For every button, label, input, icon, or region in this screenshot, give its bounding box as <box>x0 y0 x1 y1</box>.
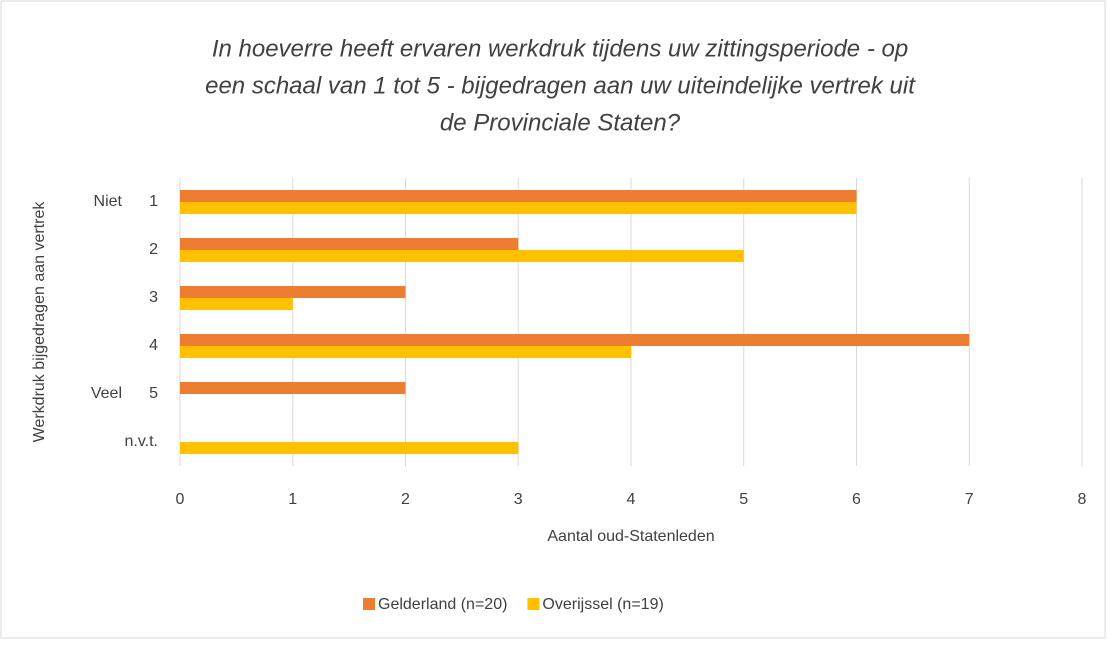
chart-title: een schaal van 1 tot 5 - bijgedragen aan… <box>205 72 916 99</box>
chart-title: de Provinciale Staten? <box>440 109 681 136</box>
legend-swatch <box>527 598 540 610</box>
x-axis-title: Aantal oud-Statenleden <box>547 528 714 545</box>
chart-title: In hoeverre heeft ervaren werkdruk tijde… <box>212 35 908 62</box>
bar <box>180 190 857 202</box>
x-tick-label: 3 <box>514 491 523 508</box>
legend-label: Overijssel (n=19) <box>542 596 663 613</box>
x-tick-label: 4 <box>627 491 636 508</box>
y-tick-label: n.v.t. <box>125 433 159 450</box>
bar <box>180 382 406 394</box>
legend-swatch <box>363 598 375 610</box>
x-tick-label: 7 <box>965 491 974 508</box>
x-tick-label: 8 <box>1078 491 1087 508</box>
y-group-label: Veel <box>91 385 122 402</box>
y-tick-label: 5 <box>149 385 158 402</box>
bar <box>180 298 293 310</box>
y-tick-label: 3 <box>149 289 158 306</box>
y-group-label: Niet <box>94 193 123 210</box>
x-tick-label: 0 <box>176 491 185 508</box>
x-tick-label: 1 <box>288 491 297 508</box>
bar <box>180 238 519 250</box>
x-tick-label: 2 <box>401 491 410 508</box>
y-tick-label: 4 <box>149 337 158 354</box>
bar <box>180 250 744 262</box>
legend-label: Gelderland (n=20) <box>378 596 507 613</box>
bar <box>180 442 519 454</box>
x-tick-label: 6 <box>852 491 861 508</box>
bar <box>180 346 631 358</box>
bar <box>180 334 970 346</box>
bar <box>180 202 857 214</box>
y-tick-label: 1 <box>149 193 158 210</box>
bar <box>180 286 406 298</box>
y-tick-label: 2 <box>149 241 158 258</box>
x-tick-label: 5 <box>739 491 748 508</box>
y-axis-title: Werkdruk bijgedragen aan vertrek <box>31 201 48 443</box>
